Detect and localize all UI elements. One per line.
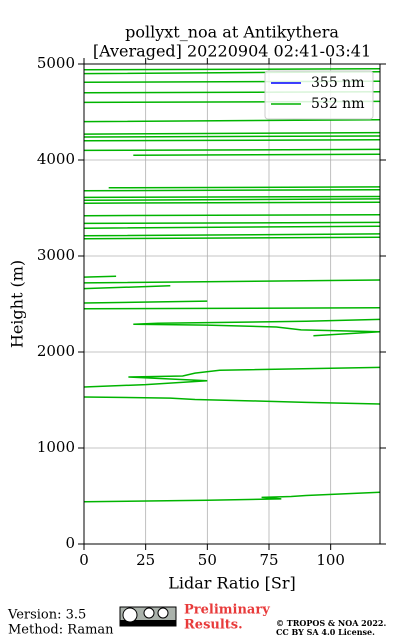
status: Results. xyxy=(184,618,243,633)
x-tick-label: 50 xyxy=(198,551,217,569)
status: Preliminary xyxy=(184,603,270,618)
x-tick-label: 25 xyxy=(136,551,155,569)
legend-label: 532 nm xyxy=(311,96,364,112)
y-tick-label: 1000 xyxy=(37,438,75,456)
y-tick-label: 2000 xyxy=(37,342,75,360)
license: CC BY SA 4.0 License. xyxy=(276,627,375,637)
data-line xyxy=(83,68,381,503)
y-tick-label: 4000 xyxy=(37,150,75,168)
cc-logo xyxy=(119,606,177,627)
plot-frame xyxy=(83,63,381,545)
x-tick-label: 100 xyxy=(316,551,345,569)
version: Version: 3.5 xyxy=(7,608,86,623)
chart-subtitle: [Averaged] 20220904 02:41-03:41 xyxy=(93,42,371,61)
legend-label: 355 nm xyxy=(311,75,364,91)
method: Method: Raman xyxy=(8,623,114,638)
x-tick-label: 75 xyxy=(259,551,278,569)
copyright: © TROPOS & NOA 2022. xyxy=(276,618,386,628)
y-tick-label: 0 xyxy=(65,534,75,552)
x-axis-label: Lidar Ratio [Sr] xyxy=(168,574,296,593)
chart-title: pollyxt_noa at Antikythera xyxy=(125,23,339,42)
legend: 355 nm 532 nm xyxy=(264,70,374,120)
x-tick-label: 0 xyxy=(79,551,89,569)
y-axis-label: Height (m) xyxy=(8,260,27,348)
y-tick-label: 3000 xyxy=(37,246,75,264)
y-tick-label: 5000 xyxy=(37,54,75,72)
